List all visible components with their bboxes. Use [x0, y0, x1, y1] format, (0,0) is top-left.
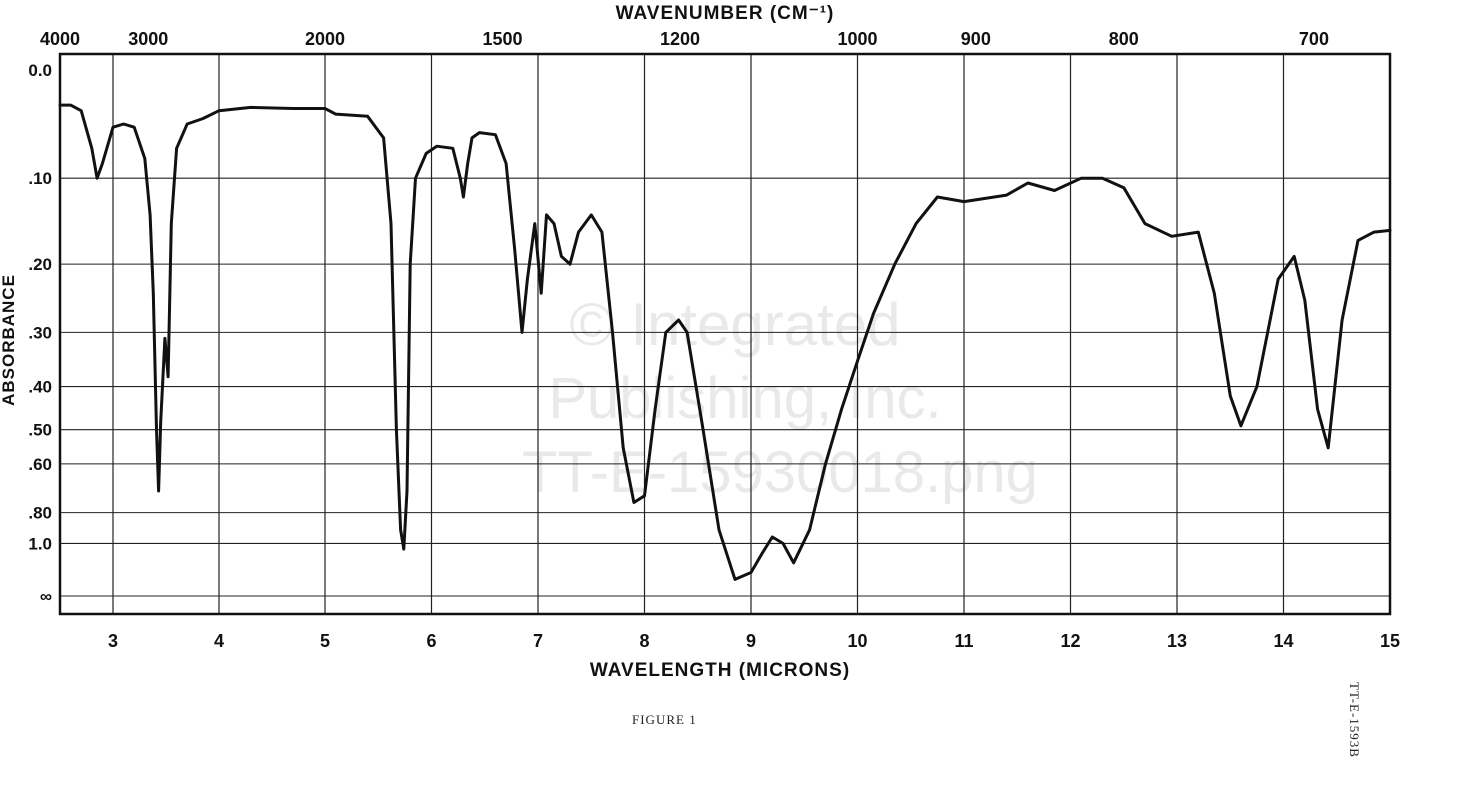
top-tick-label: 4000	[40, 29, 80, 49]
top-tick-label: 1200	[660, 29, 700, 49]
x-tick-label: 12	[1060, 631, 1080, 651]
watermark: © Integrated Publishing, Inc. TT-E-1593001…	[522, 291, 1038, 505]
top-tick-label: 800	[1109, 29, 1139, 49]
x-tick-label: 9	[746, 631, 756, 651]
x-tick-label: 8	[639, 631, 649, 651]
chart-grid	[60, 54, 1390, 614]
top-tick-label: 3000	[128, 29, 168, 49]
y-axis-ticks: 0.0 .10 .20 .30 .40 .50 .60 .80 1.0 ∞	[28, 61, 52, 606]
x-tick-label: 13	[1167, 631, 1187, 651]
y-tick-label: .80	[28, 504, 52, 523]
y-tick-label: .60	[28, 455, 52, 474]
x-tick-label: 11	[954, 631, 973, 651]
x-tick-label: 6	[426, 631, 436, 651]
watermark-line: TT-E-15930018.png	[522, 440, 1038, 505]
figure-code: TT-E-1593B	[1347, 682, 1362, 758]
x-tick-label: 7	[533, 631, 543, 651]
y-tick-label: 0.0	[28, 61, 52, 80]
x-axis-title: WAVELENGTH (MICRONS)	[590, 660, 850, 681]
spectrum-line	[58, 103, 1392, 581]
top-tick-label: 900	[961, 29, 991, 49]
x-tick-label: 4	[214, 631, 224, 651]
x-axis-ticks: 3 4 5 6 7 8 9 10 11 12 13 14 15	[108, 631, 1400, 651]
top-tick-label: 1000	[837, 29, 877, 49]
y-tick-label: .20	[28, 255, 52, 274]
x-tick-label: 10	[847, 631, 867, 651]
y-tick-label: ∞	[40, 587, 52, 606]
y-axis-title: ABSORBANCE	[0, 274, 18, 406]
y-tick-label: .50	[28, 421, 52, 440]
x-tick-label: 5	[320, 631, 330, 651]
y-tick-label: .40	[28, 378, 52, 397]
top-tick-label: 2000	[305, 29, 345, 49]
top-tick-label: 1500	[483, 29, 523, 49]
x-tick-label: 14	[1273, 631, 1293, 651]
watermark-line: © Integrated	[569, 291, 900, 358]
top-tick-label: 700	[1299, 29, 1329, 49]
y-tick-label: .30	[28, 323, 52, 342]
top-axis-title: WAVENUMBER (CM⁻¹)	[616, 3, 835, 24]
spectrum-series	[58, 103, 1392, 581]
top-axis-ticks: 4000 3000 2000 1500 1200 1000 900 800 700	[40, 29, 1329, 49]
x-tick-label: 15	[1380, 631, 1400, 651]
figure-caption: FIGURE 1	[632, 712, 697, 727]
plot-frame	[58, 52, 1392, 616]
watermark-line: Publishing, Inc.	[548, 366, 941, 431]
y-tick-label: .10	[28, 169, 52, 188]
y-tick-label: 1.0	[28, 534, 52, 553]
x-tick-label: 3	[108, 631, 118, 651]
